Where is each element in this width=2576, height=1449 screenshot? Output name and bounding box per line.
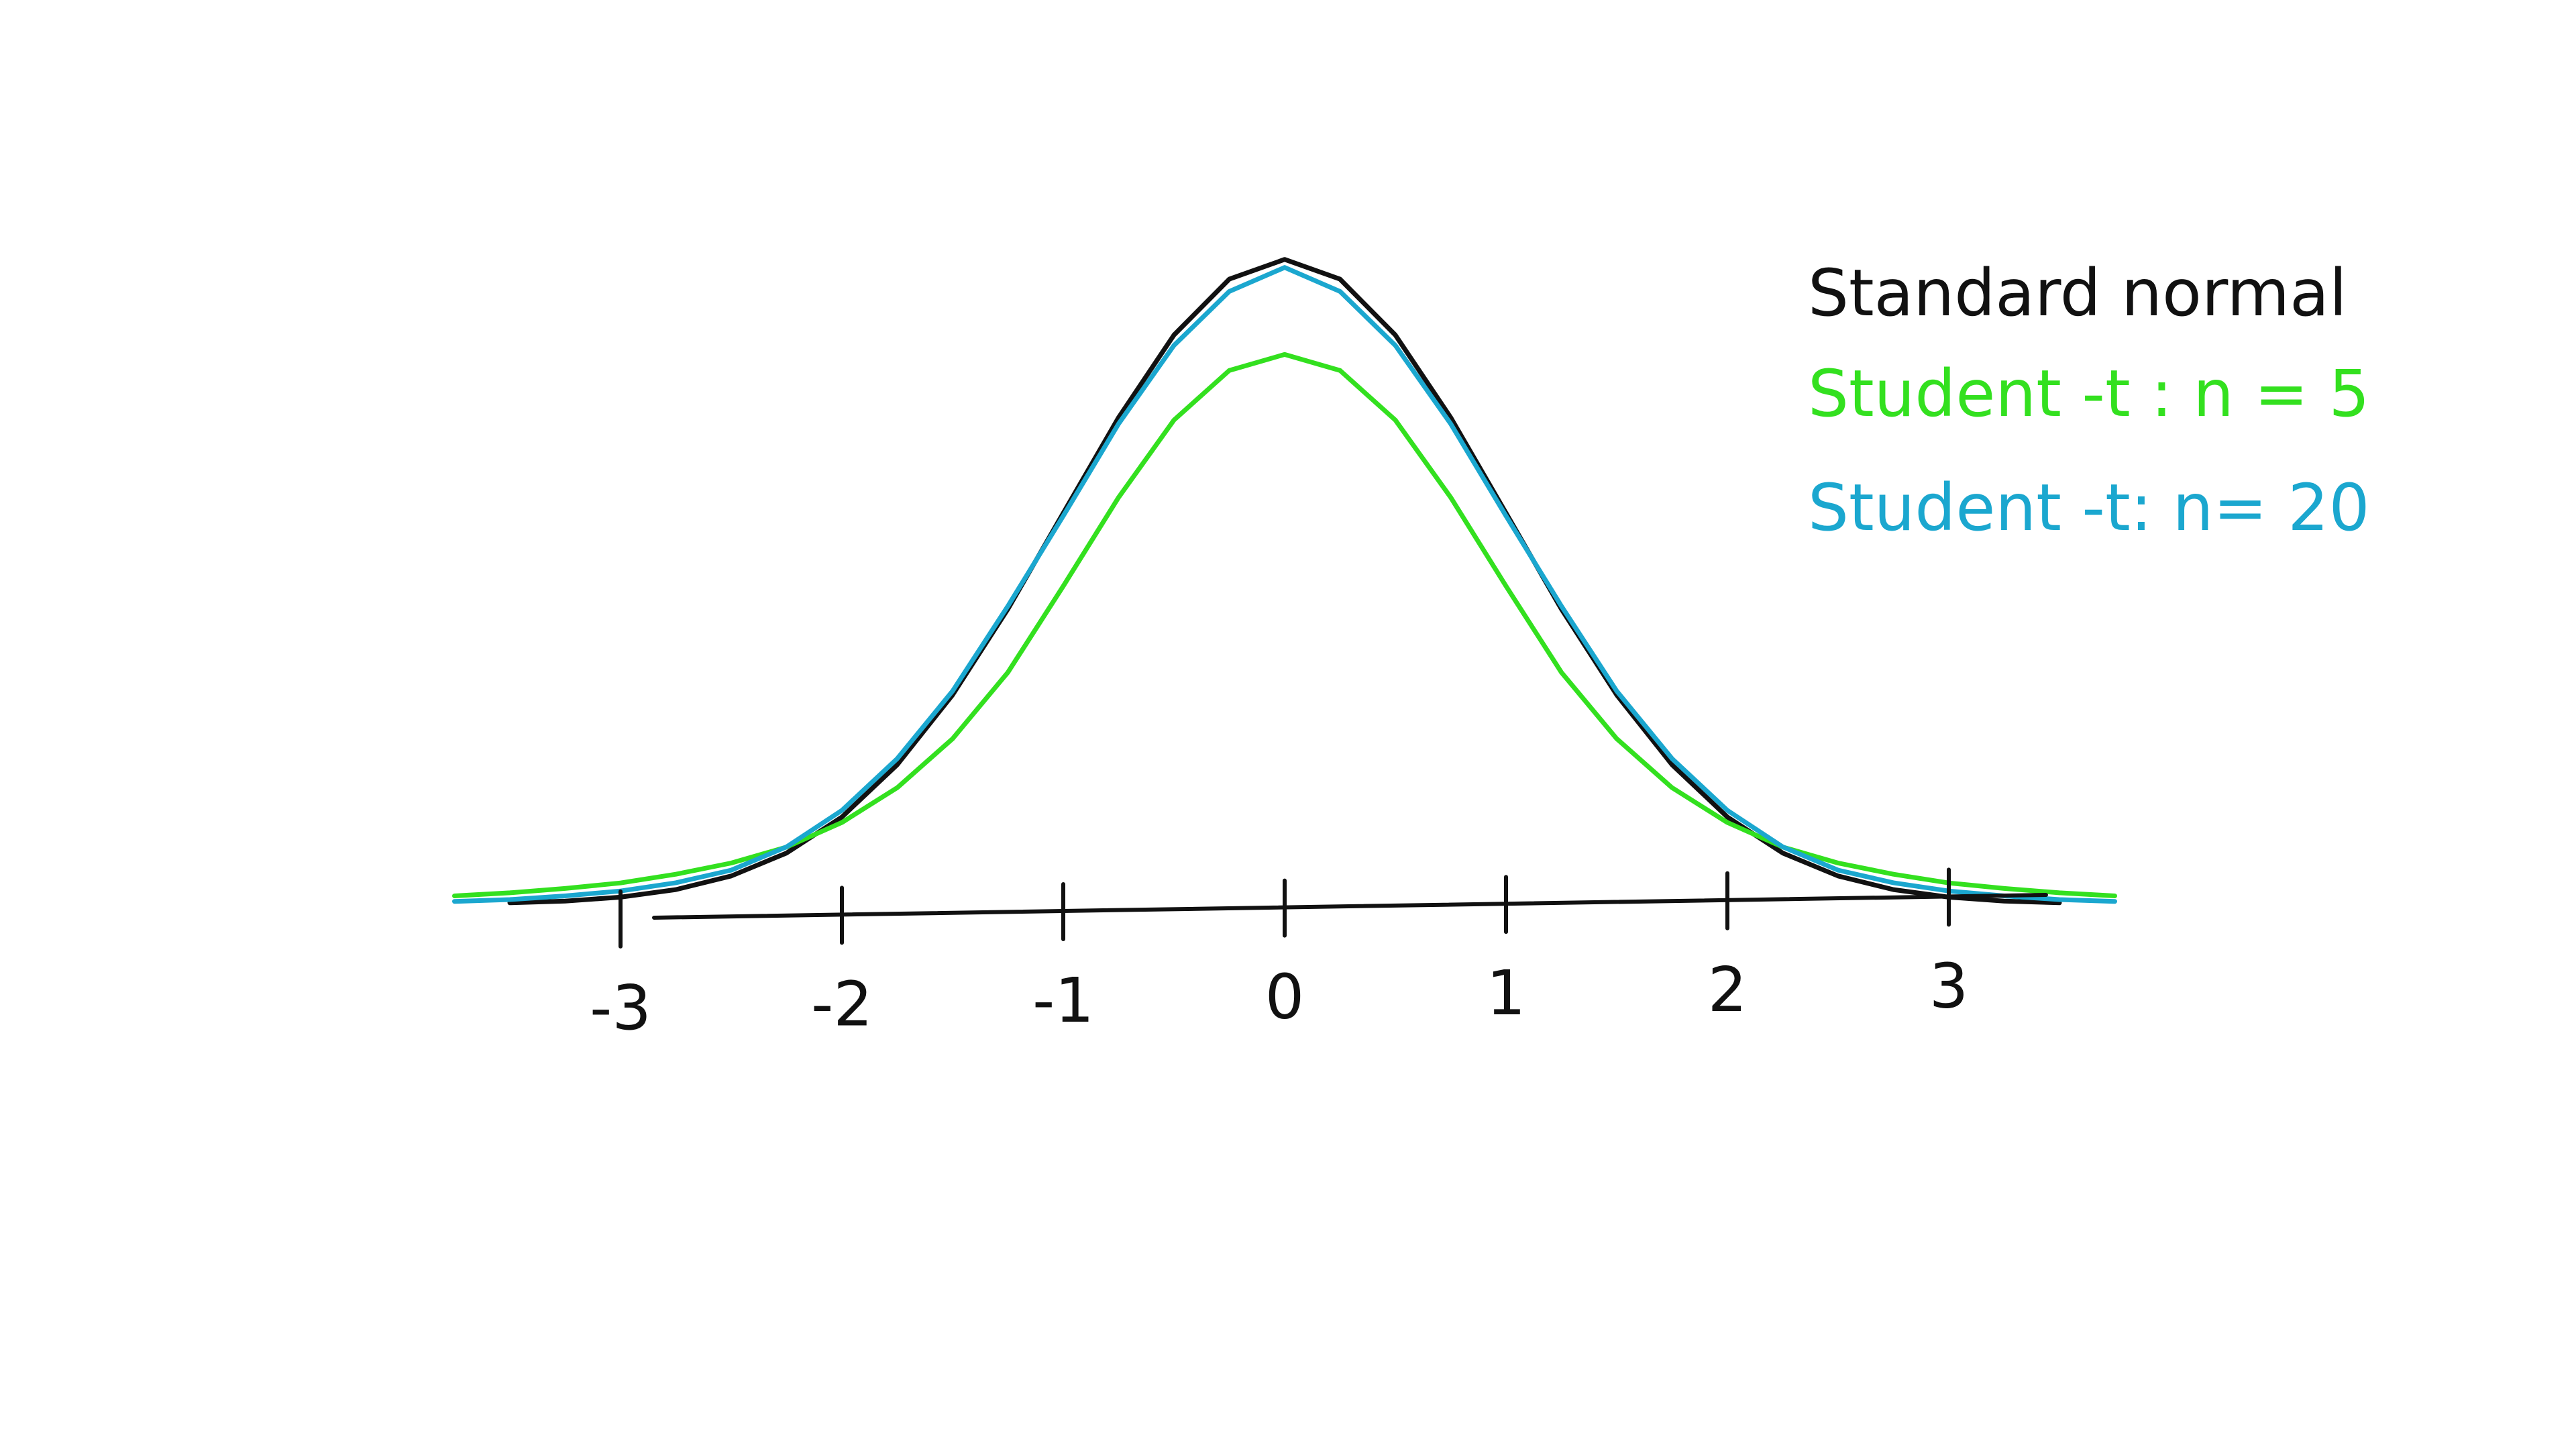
legend: Standard normal Student -t : n = 5 Student… (1808, 256, 2370, 545)
series-line-1 (452, 352, 2117, 898)
x-tick-label-3: 0 (1265, 961, 1305, 1033)
x-axis-line (652, 893, 2048, 920)
x-tick-label-2: -1 (1032, 965, 1094, 1036)
x-tick-label-6: 3 (1929, 950, 1969, 1022)
x-axis-ticks: -3 -2 -1 0 1 2 3 (590, 867, 1969, 1044)
series-line-2 (452, 265, 2117, 904)
series-line-0 (507, 257, 2062, 906)
legend-entry-1: Student -t : n = 5 (1808, 356, 2369, 431)
x-tick-label-5: 2 (1708, 954, 1748, 1026)
curve-layer (452, 257, 2117, 906)
legend-entry-0: Standard normal (1808, 256, 2347, 331)
x-tick-label-1: -2 (811, 968, 873, 1040)
legend-entry-2: Student -t: n= 20 (1808, 470, 2370, 545)
x-tick-label-0: -3 (590, 972, 651, 1044)
x-tick-label-4: 1 (1487, 957, 1526, 1029)
